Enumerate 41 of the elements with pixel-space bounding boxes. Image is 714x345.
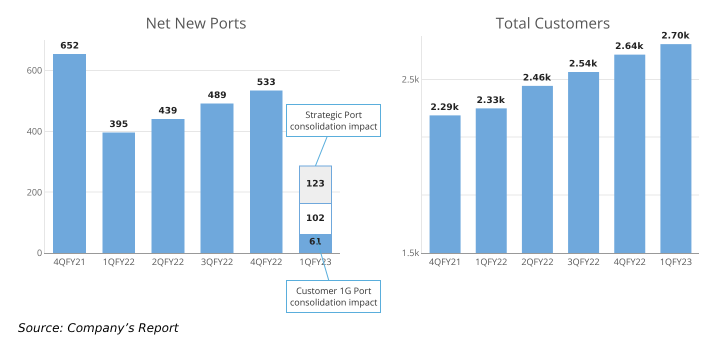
chart-title: Net New Ports [146,14,246,34]
data-label: 102 [306,214,325,224]
data-label: 123 [306,180,325,190]
data-label: 439 [158,106,178,116]
x-tick-label: 4QFY22 [250,254,282,268]
y-tick-label: 0 [37,246,42,260]
y-tick-label: 400 [26,124,42,138]
bar [250,90,283,253]
x-tick-label: 1QFY23 [660,254,692,268]
data-label: 489 [208,91,226,102]
data-label: 2.54k [568,59,598,70]
data-label: 2.33k [476,96,506,106]
y-tick-label: 200 [26,185,42,198]
x-tick-label: 3QFY22 [568,254,600,268]
bar [200,104,234,253]
annotation: Strategic Port consolidation impact [290,108,378,133]
x-tick-label: 1QFY22 [475,254,508,268]
annotation: Customer 1G Port consolidation impact [290,284,378,309]
y-tick-label: 1.5k [402,246,420,260]
data-label: 2.46k [522,73,552,84]
y-tick-label: 600 [26,64,42,77]
bar [151,118,184,253]
data-label: 61 [309,237,322,248]
data-label: 395 [109,120,128,130]
data-label: 2.29k [430,102,460,113]
y-tick-label: 2.5k [402,72,420,86]
x-tick-label: 4QFY22 [614,254,646,268]
data-label: 2.64k [615,42,644,52]
chart-title: Total Customers [496,14,610,34]
bar [53,54,86,253]
x-tick-label: 2QFY22 [521,254,554,268]
data-label: 652 [60,42,79,52]
x-tick-label: 3QFY22 [201,254,234,268]
x-tick-label: 1QFY22 [102,254,135,268]
data-label: 2.70k [661,32,691,42]
bar [102,132,136,253]
x-tick-label: 4QFY21 [429,254,462,268]
x-tick-label: 2QFY22 [152,254,184,268]
data-label: 533 [256,78,276,88]
source-note: Source: Company’s Report [18,321,180,335]
x-tick-label: 4QFY21 [54,254,86,268]
